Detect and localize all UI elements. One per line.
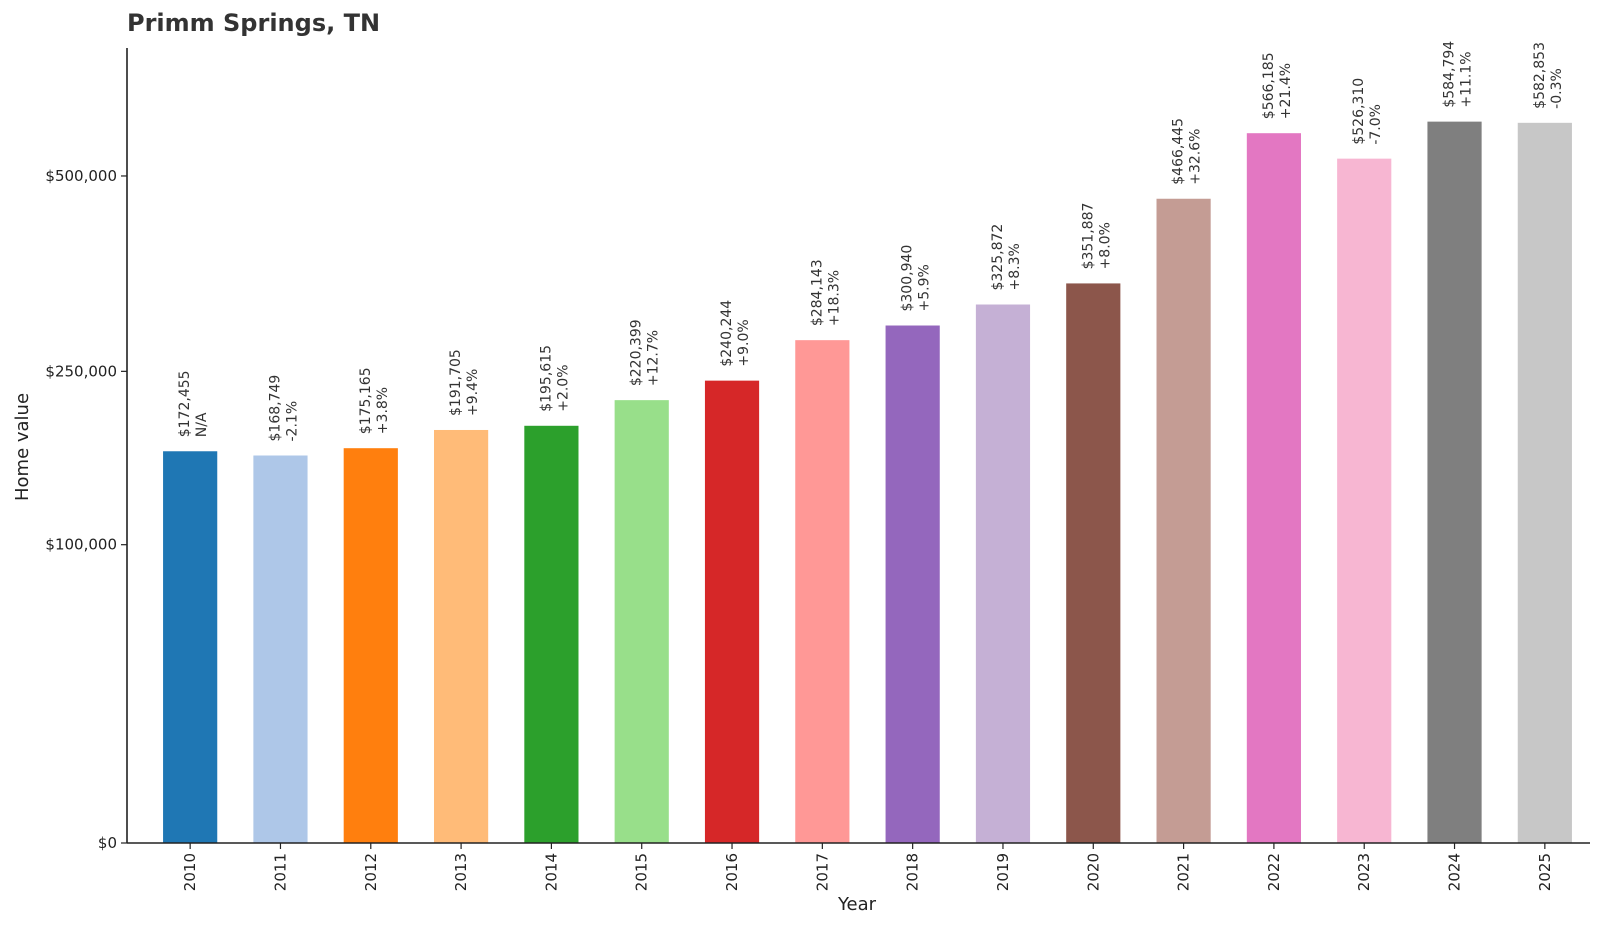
bar-2018: [885, 325, 940, 843]
x-tick-label-2023: 2023: [1355, 853, 1373, 891]
bar-2016: [704, 380, 760, 843]
y-tick-label: $500,000: [45, 167, 117, 185]
data-labels-group: $172,455 N/A $168,749 -2.1% $175,165 +3.8% $19…: [177, 41, 1565, 442]
bar-2013: [434, 429, 489, 843]
x-tick-label-2017: 2017: [813, 853, 831, 891]
bar-2019: [975, 304, 1031, 843]
change-label-2016: +9.0%: [736, 319, 752, 366]
change-label-2023: -7.0%: [1368, 104, 1384, 145]
change-label-2013: +9.4%: [465, 369, 481, 416]
y-axis: $0 $100,000 $250,000 $500,000: [45, 48, 128, 852]
x-tick-label-2019: 2019: [994, 853, 1012, 891]
bar-2015: [614, 400, 669, 843]
value-label-2024: $584,794: [1442, 41, 1458, 108]
value-label-2022: $566,185: [1261, 52, 1277, 119]
x-tick-label-2024: 2024: [1446, 853, 1464, 891]
change-label-2022: +21.4%: [1278, 63, 1294, 119]
change-label-2012: +3.8%: [375, 387, 391, 434]
bar-2014: [524, 425, 579, 843]
change-label-2024: +11.1%: [1459, 51, 1475, 107]
bar-2023: [1337, 158, 1392, 844]
bars-group: [163, 121, 1572, 844]
x-axis: 2010 2011 2012 2013 2014 2015 2016 2017 2018 2019…: [127, 842, 1590, 891]
y-axis-label: Home value: [12, 393, 33, 501]
x-tick-label-2020: 2020: [1084, 853, 1102, 891]
bar-2022: [1246, 133, 1301, 844]
value-label-2025: $582,853: [1532, 42, 1548, 109]
bar-2020: [1066, 283, 1121, 843]
change-label-2015: +12.7%: [646, 330, 662, 386]
x-tick-label-2012: 2012: [362, 853, 380, 891]
value-label-2014: $195,615: [538, 345, 554, 412]
x-tick-label-2015: 2015: [633, 853, 651, 891]
value-label-2023: $526,310: [1351, 78, 1367, 145]
y-tick-label: $100,000: [45, 536, 117, 554]
value-label-2018: $300,940: [900, 245, 916, 312]
change-label-2019: +8.3%: [1007, 243, 1023, 290]
y-tick-label: $250,000: [45, 362, 117, 380]
x-tick-label-2010: 2010: [181, 853, 199, 891]
bar-2012: [343, 448, 398, 843]
x-tick-label-2011: 2011: [271, 853, 289, 891]
value-label-2016: $240,244: [719, 300, 735, 367]
value-label-2012: $175,165: [358, 367, 374, 434]
value-label-2015: $220,399: [629, 319, 645, 386]
value-label-2011: $168,749: [267, 375, 283, 442]
bar-2010: [163, 451, 218, 843]
value-label-2019: $325,872: [990, 224, 1006, 291]
bar-2024: [1427, 121, 1482, 843]
bar-2017: [795, 340, 850, 843]
change-label-2020: +8.0%: [1097, 222, 1113, 269]
value-label-2021: $466,445: [1171, 118, 1187, 185]
bar-2025: [1517, 122, 1572, 844]
x-tick-label-2016: 2016: [723, 853, 741, 891]
x-axis-label: Year: [837, 894, 877, 915]
change-label-2014: +2.0%: [555, 364, 571, 411]
value-label-2017: $284,143: [809, 259, 825, 326]
x-tick-label-2022: 2022: [1265, 853, 1283, 891]
change-label-2011: -2.1%: [284, 401, 300, 442]
change-label-2017: +18.3%: [826, 270, 842, 326]
x-tick-label-2021: 2021: [1175, 853, 1193, 891]
change-label-2010: N/A: [194, 412, 210, 437]
x-tick-label-2014: 2014: [542, 853, 560, 891]
value-label-2020: $351,887: [1080, 203, 1096, 270]
chart-title: Primm Springs, TN: [127, 9, 380, 37]
value-label-2013: $191,705: [448, 349, 464, 416]
bar-2021: [1156, 198, 1211, 843]
change-label-2018: +5.9%: [917, 264, 933, 311]
change-label-2025: -0.3%: [1549, 68, 1565, 109]
change-label-2021: +32.6%: [1188, 129, 1204, 185]
value-label-2010: $172,455: [177, 370, 193, 437]
x-tick-label-2025: 2025: [1536, 853, 1554, 891]
bar-2011: [253, 455, 308, 843]
x-tick-label-2013: 2013: [452, 853, 470, 891]
y-tick-label: $0: [98, 834, 117, 852]
x-tick-label-2018: 2018: [904, 853, 922, 891]
